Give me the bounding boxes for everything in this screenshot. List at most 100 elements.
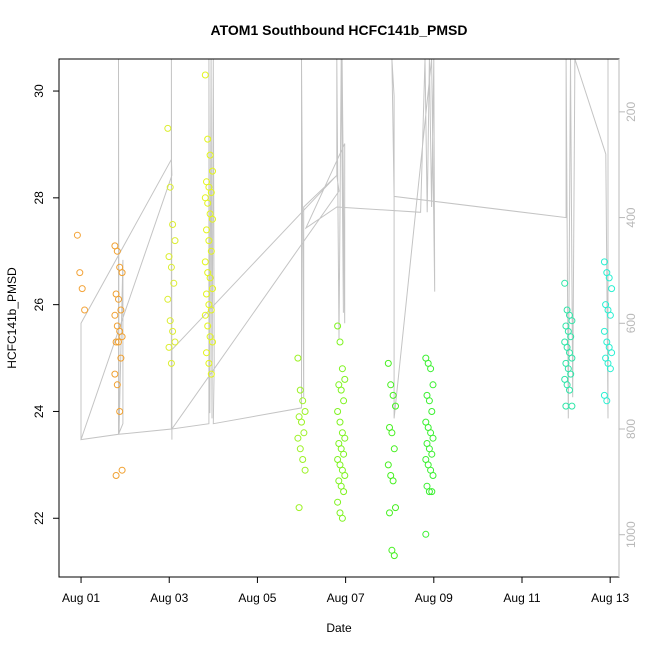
x-tick-label: Aug 05 xyxy=(238,591,276,605)
data-point xyxy=(392,504,399,512)
data-point xyxy=(567,333,575,341)
data-point xyxy=(428,450,436,458)
data-point xyxy=(429,472,437,479)
data-point xyxy=(608,285,616,293)
data-point xyxy=(165,343,173,351)
altitude-line xyxy=(80,58,609,441)
data-point xyxy=(429,381,437,389)
y-tick-label: 26 xyxy=(32,298,46,312)
data-point xyxy=(301,408,309,415)
data-point xyxy=(568,402,576,410)
data-point xyxy=(384,461,392,469)
data-point xyxy=(118,269,126,277)
point-layer xyxy=(73,71,616,560)
data-point xyxy=(111,311,119,319)
data-point xyxy=(562,402,570,410)
data-point xyxy=(340,450,348,458)
data-point xyxy=(566,386,573,394)
data-point xyxy=(606,365,614,373)
data-point xyxy=(164,295,172,303)
data-point xyxy=(164,124,172,132)
data-point xyxy=(118,333,126,341)
data-point xyxy=(296,386,304,394)
data-point xyxy=(73,231,81,239)
data-point xyxy=(386,509,393,517)
data-point xyxy=(340,397,348,405)
data-point xyxy=(206,274,214,282)
data-point xyxy=(428,408,436,415)
data-point xyxy=(341,434,349,442)
data-point xyxy=(294,434,302,442)
data-point xyxy=(112,472,120,479)
data-point xyxy=(117,306,125,314)
y-tick-label: 30 xyxy=(32,84,46,98)
chart-title: ATOM1 Southbound HCFC141b_PMSD xyxy=(211,22,468,38)
data-point xyxy=(299,397,307,405)
data-point xyxy=(170,279,178,287)
y-axis-label: HCFC141b_PMSD xyxy=(5,267,19,369)
data-point xyxy=(337,386,345,394)
y2-tick-label: 400 xyxy=(624,207,638,227)
data-point xyxy=(387,381,395,389)
data-point xyxy=(209,285,216,293)
y2-tick-label: 1000 xyxy=(624,521,638,548)
data-point xyxy=(338,514,346,522)
data-point xyxy=(336,418,344,426)
data-point xyxy=(422,530,430,538)
x-tick-label: Aug 07 xyxy=(327,591,365,605)
y2-tick-label: 200 xyxy=(624,102,638,122)
data-point xyxy=(166,183,174,191)
altitude-line-layer xyxy=(80,58,609,441)
data-point xyxy=(111,370,119,378)
data-point xyxy=(165,253,173,261)
data-point xyxy=(117,354,125,362)
data-point xyxy=(427,365,435,373)
data-point xyxy=(166,317,174,325)
data-point xyxy=(171,237,179,245)
data-point xyxy=(78,285,86,293)
data-point xyxy=(76,269,84,277)
data-point xyxy=(169,221,177,228)
data-point xyxy=(115,295,122,303)
data-point xyxy=(392,402,399,410)
data-point xyxy=(205,359,213,367)
data-point xyxy=(568,317,576,325)
data-point xyxy=(341,472,349,479)
data-point xyxy=(294,354,302,362)
data-point xyxy=(600,258,608,266)
data-point xyxy=(203,349,210,357)
data-point xyxy=(295,504,303,512)
data-point xyxy=(206,151,214,159)
x-tick-label: Aug 01 xyxy=(62,591,100,605)
data-point xyxy=(425,488,433,496)
data-point xyxy=(299,456,307,463)
data-point xyxy=(606,311,614,319)
data-point xyxy=(204,135,212,143)
data-point xyxy=(425,397,433,405)
data-point xyxy=(300,429,308,437)
data-point xyxy=(203,226,210,234)
y-axis: 22 24 26 28 30 xyxy=(32,84,59,525)
data-point xyxy=(334,408,342,415)
data-point xyxy=(340,488,348,496)
y2-tick-label: 800 xyxy=(624,419,638,439)
data-point xyxy=(341,375,349,383)
data-point xyxy=(207,370,215,378)
y-tick-label: 28 xyxy=(32,191,46,205)
data-point xyxy=(209,338,216,346)
x-tick-label: Aug 11 xyxy=(503,591,540,605)
data-point xyxy=(608,349,616,357)
data-point xyxy=(201,311,209,319)
data-point xyxy=(204,322,212,330)
data-point xyxy=(389,391,397,399)
data-point xyxy=(201,71,209,79)
data-point xyxy=(207,247,215,255)
data-point xyxy=(81,306,89,314)
data-point xyxy=(209,215,216,223)
data-point xyxy=(298,418,305,426)
data-point xyxy=(296,445,304,453)
data-point xyxy=(113,381,121,389)
data-point xyxy=(207,306,215,314)
data-point xyxy=(605,274,613,282)
data-point xyxy=(115,338,122,346)
